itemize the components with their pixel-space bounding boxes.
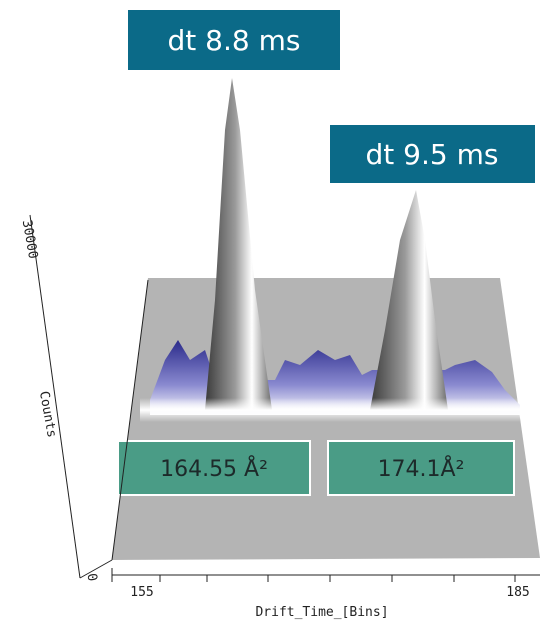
glow-band: [140, 398, 520, 422]
axes: [29, 214, 540, 582]
peak: [205, 78, 272, 410]
ccs-label: 174.1Å²: [378, 455, 465, 482]
peak-label: dt 9.5 ms: [366, 138, 499, 171]
z-max: 30000: [19, 219, 41, 260]
x-title: Drift_Time_[Bins]: [255, 605, 388, 620]
ccs-box: [327, 440, 515, 496]
x-end: 185: [506, 585, 529, 600]
label-box: [330, 125, 535, 183]
peak-label: dt 8.8 ms: [168, 24, 301, 57]
label-box: [128, 10, 340, 70]
ccs-label: 164.55 Å²: [160, 455, 268, 482]
ccs-box: [117, 440, 311, 496]
z-min: 0: [83, 572, 99, 582]
x-start: 155: [130, 585, 153, 600]
peak: [370, 190, 448, 410]
